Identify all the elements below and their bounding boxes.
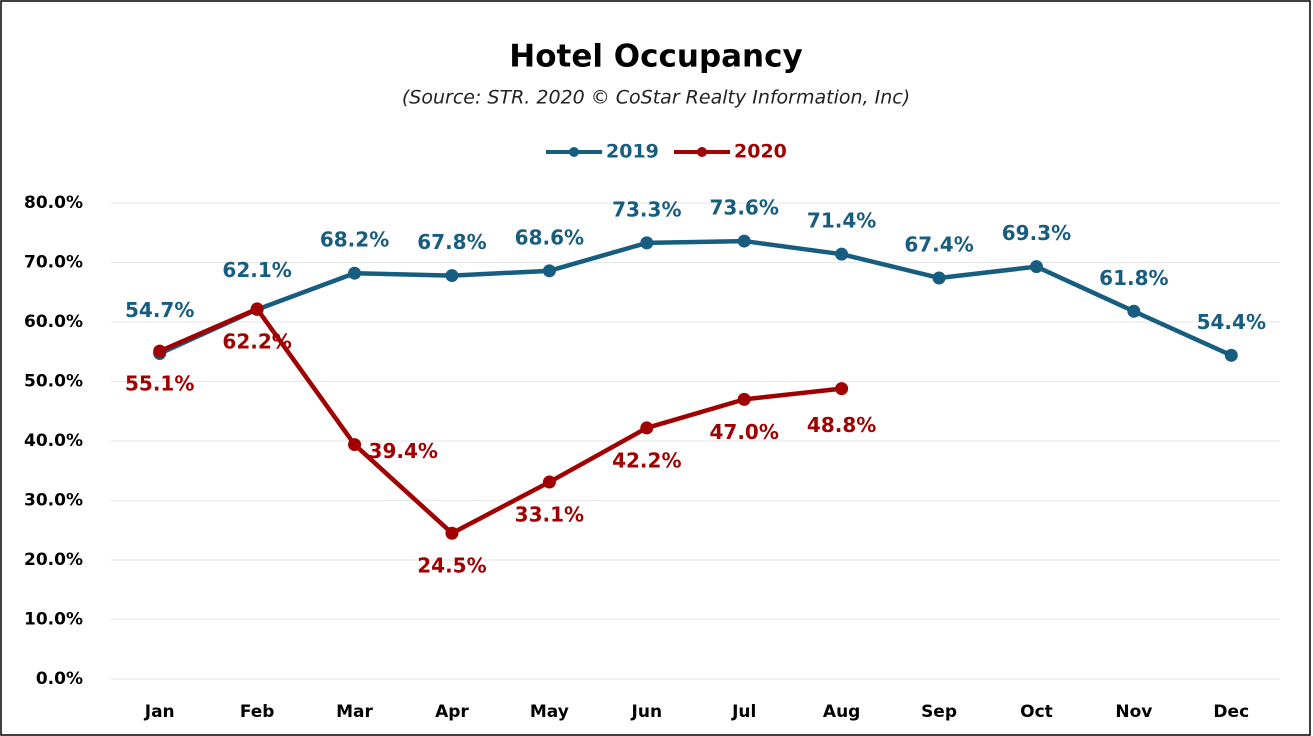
point: [445, 269, 459, 283]
data-label: 33.1%: [515, 503, 584, 527]
data-label: 71.4%: [807, 209, 876, 233]
y-tick-label: 30.0%: [24, 491, 83, 511]
data-label: 67.4%: [904, 232, 973, 256]
data-label: 62.2%: [222, 329, 291, 353]
data-label: 73.3%: [612, 197, 681, 221]
x-tick-label: Oct: [1020, 702, 1053, 722]
data-label: 62.1%: [222, 258, 291, 282]
point: [1224, 348, 1238, 362]
point: [542, 475, 556, 489]
y-tick-label: 60.0%: [24, 312, 83, 332]
point: [348, 266, 362, 280]
data-label: 54.4%: [1197, 310, 1266, 334]
x-tick-label: Apr: [435, 702, 469, 722]
data-label: 24.5%: [417, 554, 486, 578]
y-tick-label: 40.0%: [24, 431, 83, 451]
y-tick-label: 10.0%: [24, 610, 83, 630]
chart-subtitle: (Source: STR. 2020 © CoStar Realty Infor…: [402, 87, 910, 109]
legend-marker: [697, 147, 707, 157]
x-tick-label: Sep: [921, 702, 957, 722]
data-label: 47.0%: [710, 420, 779, 444]
y-tick-label: 80.0%: [24, 193, 83, 213]
x-tick-label: Jun: [631, 702, 663, 722]
y-tick-label: 50.0%: [24, 372, 83, 392]
point: [542, 264, 556, 278]
point: [737, 234, 751, 248]
legend-label: 2020: [734, 141, 787, 163]
x-tick-label: Dec: [1213, 702, 1249, 722]
x-tick-label: Jan: [144, 702, 175, 722]
point: [640, 421, 654, 435]
point: [835, 382, 849, 396]
legend-label: 2019: [606, 141, 659, 163]
x-tick-label: Mar: [336, 702, 373, 722]
chart-title: Hotel Occupancy: [509, 39, 802, 75]
point: [348, 438, 362, 452]
data-label: 61.8%: [1099, 266, 1168, 290]
x-tick-label: Jul: [731, 702, 756, 722]
point: [737, 392, 751, 406]
legend-marker: [569, 147, 579, 157]
point: [835, 247, 849, 261]
point: [1127, 304, 1141, 318]
point: [1029, 260, 1043, 274]
data-label: 54.7%: [125, 298, 194, 322]
y-tick-label: 0.0%: [36, 669, 83, 689]
data-label: 69.3%: [1002, 221, 1071, 245]
x-tick-label: Aug: [823, 702, 860, 722]
x-tick-label: May: [530, 702, 569, 722]
x-tick-label: Feb: [240, 702, 275, 722]
y-tick-label: 70.0%: [24, 253, 83, 273]
series-line: [158, 306, 842, 536]
data-label: 39.4%: [369, 439, 438, 463]
data-label: 73.6%: [710, 196, 779, 220]
point: [250, 302, 264, 316]
point: [153, 344, 167, 358]
point: [932, 271, 946, 285]
point: [640, 236, 654, 250]
y-tick-label: 20.0%: [24, 550, 83, 570]
data-label: 68.2%: [320, 228, 389, 252]
data-label: 67.8%: [417, 230, 486, 254]
data-label: 68.6%: [515, 225, 584, 249]
point: [445, 526, 459, 540]
data-label: 42.2%: [612, 448, 681, 472]
data-label: 48.8%: [807, 413, 876, 437]
series-line: [158, 238, 1233, 358]
data-label: 55.1%: [125, 372, 194, 396]
x-tick-label: Nov: [1115, 702, 1152, 722]
